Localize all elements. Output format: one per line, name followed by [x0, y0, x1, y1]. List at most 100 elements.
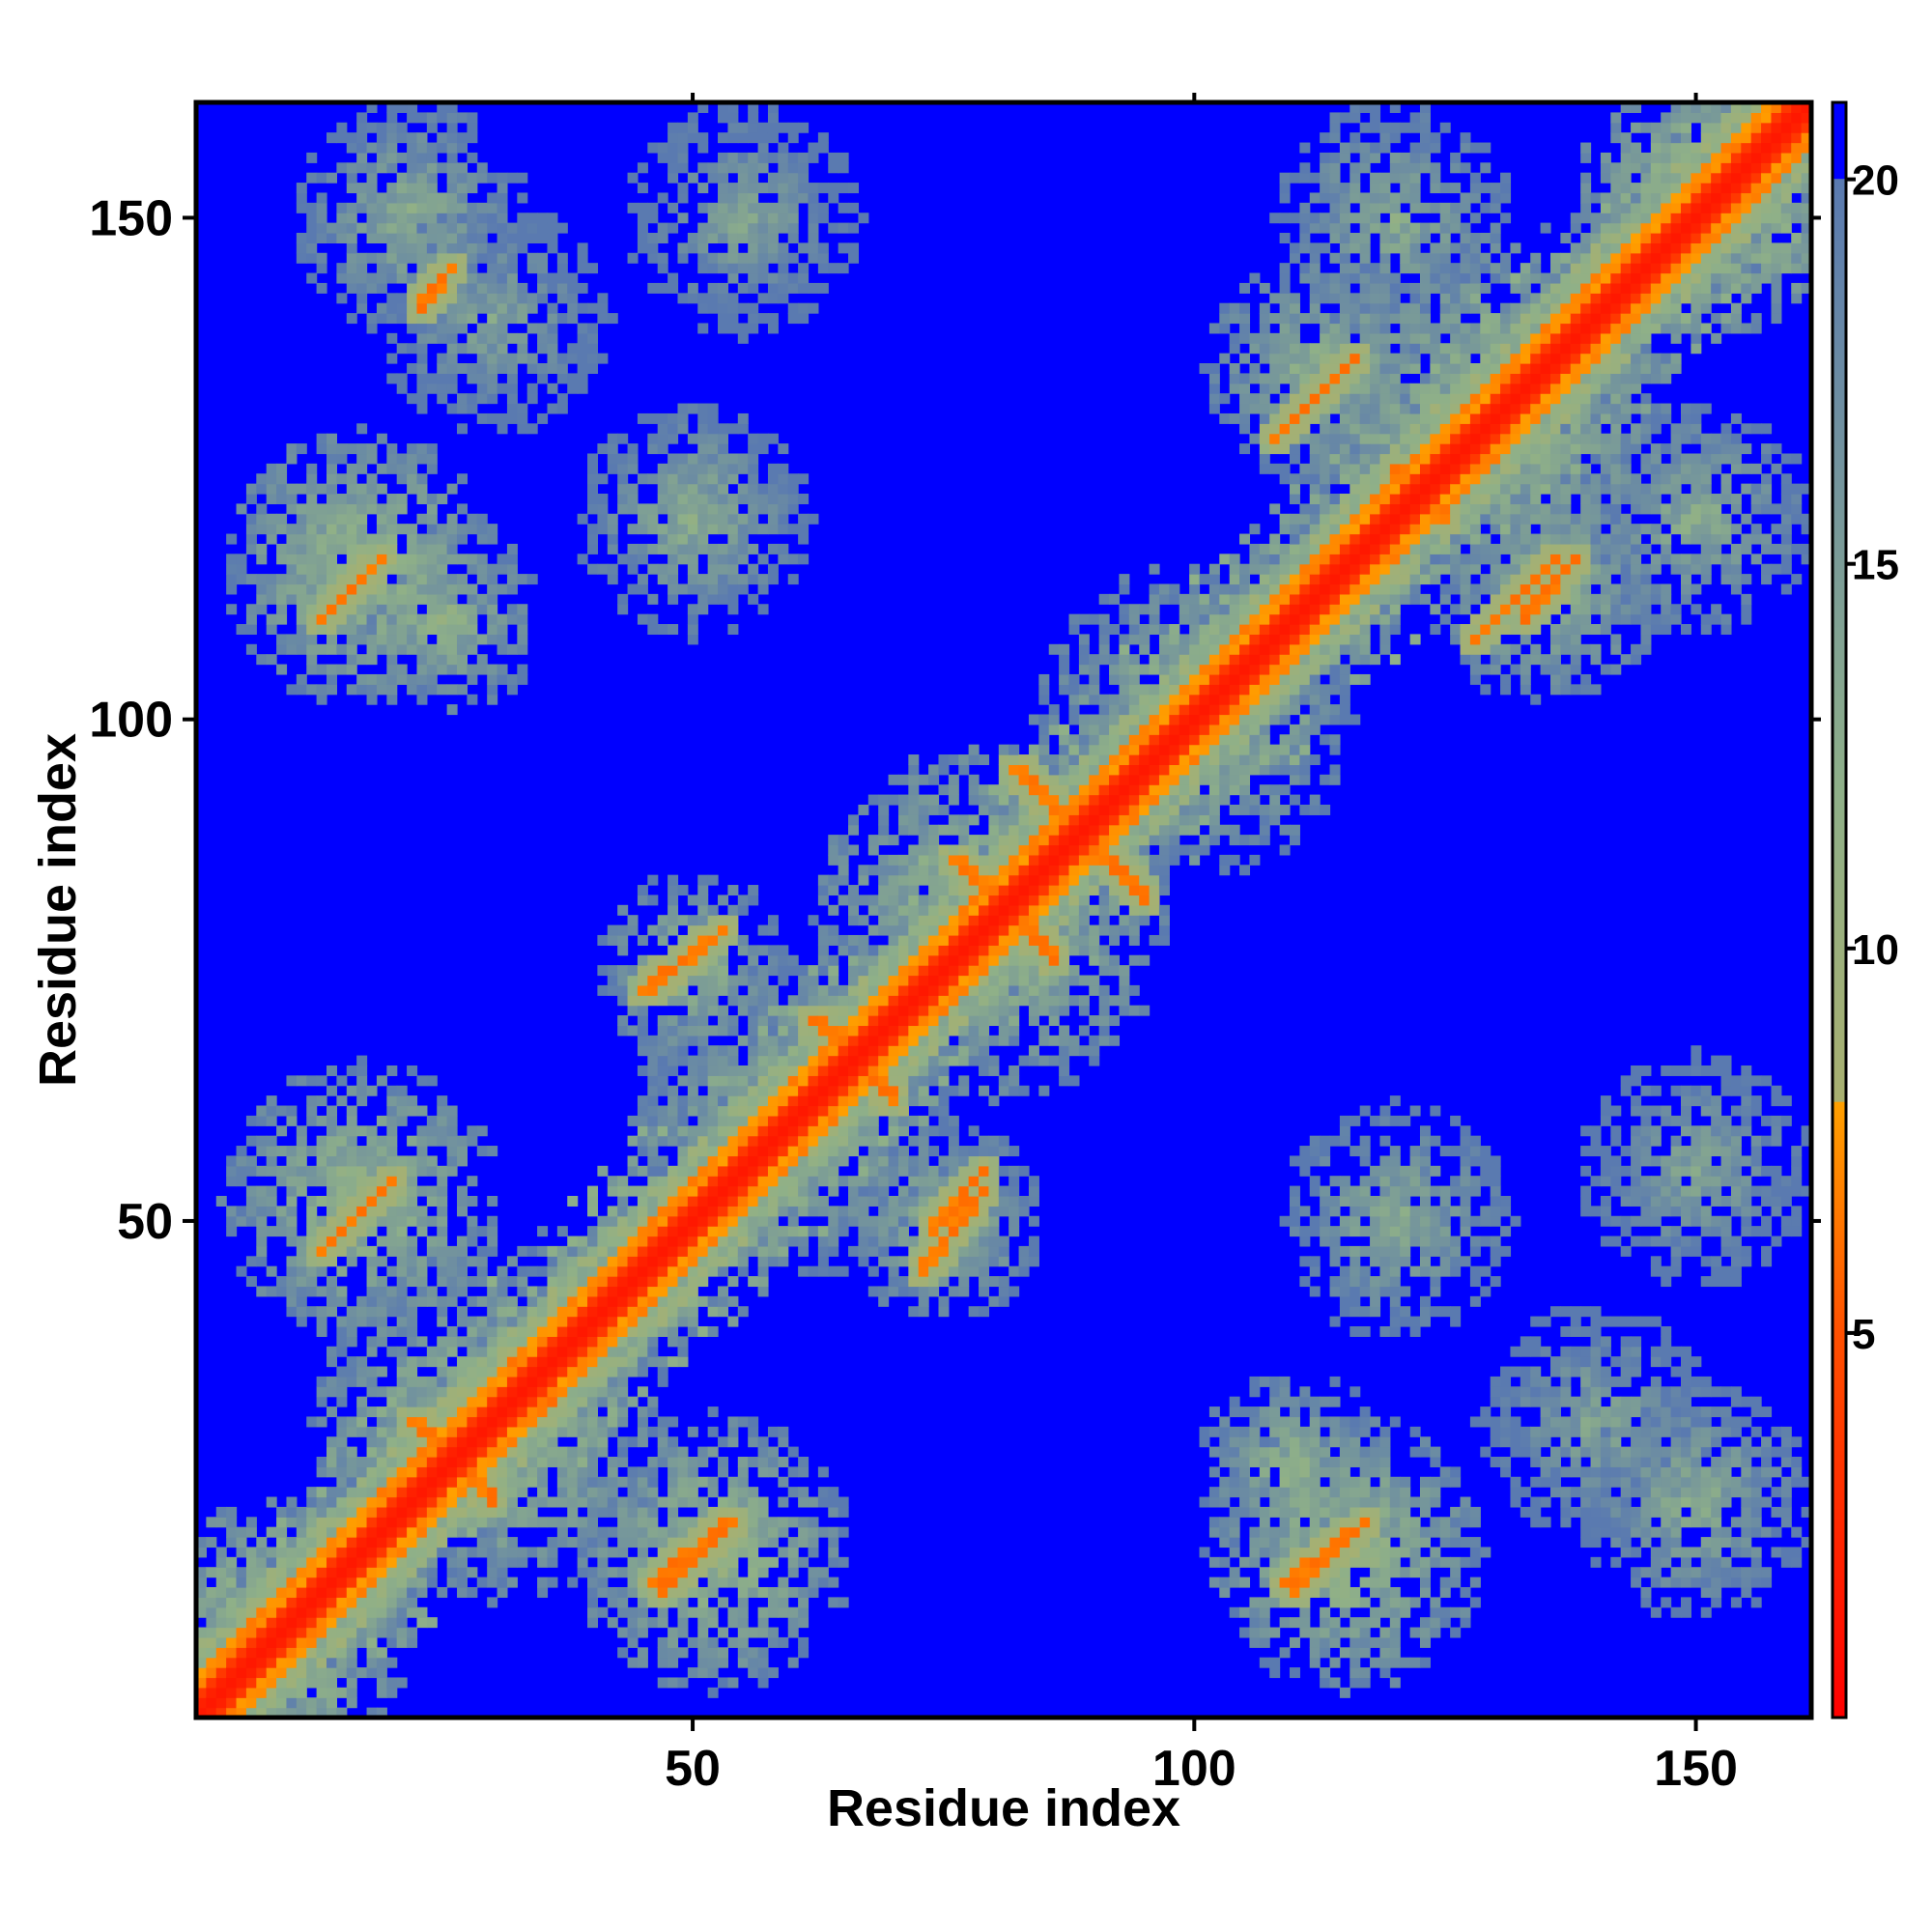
heatmap-cell [998, 1295, 1009, 1307]
heatmap-cell [416, 1336, 428, 1348]
heatmap-cell [316, 1506, 327, 1518]
heatmap-cell [567, 282, 579, 294]
heatmap-cell [607, 1617, 618, 1629]
heatmap-cell [767, 1606, 779, 1618]
heatmap-cell [948, 1055, 959, 1066]
heatmap-cell [376, 132, 387, 144]
heatmap-cell [587, 263, 599, 274]
heatmap-cell [748, 263, 759, 274]
heatmap-cell [627, 1526, 639, 1538]
heatmap-cell [727, 1567, 739, 1578]
heatmap-cell [888, 1035, 899, 1046]
heatmap-cell [497, 1487, 508, 1498]
heatmap-cell [828, 965, 839, 977]
heatmap-cell [778, 954, 789, 966]
heatmap-cell [757, 1537, 769, 1548]
heatmap-cell [356, 142, 368, 154]
heatmap-cell [707, 412, 719, 424]
heatmap-cell [627, 975, 639, 986]
heatmap-cell [798, 1176, 810, 1187]
heatmap-cell [817, 1496, 829, 1508]
heatmap-cell [407, 1426, 418, 1437]
heatmap-cell [276, 473, 288, 485]
heatmap-cell [245, 494, 257, 505]
heatmap-cell [808, 1065, 819, 1076]
heatmap-cell [356, 463, 368, 474]
heatmap-cell [748, 503, 759, 515]
heatmap-cell [998, 1286, 1009, 1297]
heatmap-cell [748, 995, 759, 1007]
heatmap-cell [236, 1155, 247, 1167]
heatmap-cell [537, 1265, 549, 1277]
heatmap-cell [778, 1015, 789, 1027]
heatmap-cell [346, 1206, 357, 1217]
heatmap-cell [487, 524, 498, 535]
heatmap-cell [366, 443, 378, 455]
heatmap-cell [787, 1085, 799, 1096]
heatmap-cell [808, 202, 819, 213]
heatmap-cell [407, 162, 418, 174]
heatmap-cell [476, 654, 488, 666]
heatmap-cell [407, 102, 418, 113]
heatmap-cell [647, 593, 659, 605]
heatmap-cell [757, 1627, 769, 1638]
heatmap-cell [457, 1426, 468, 1437]
heatmap-cell [446, 142, 458, 154]
heatmap-cell [737, 1256, 749, 1267]
heatmap-cell [808, 1586, 819, 1598]
heatmap-cell [256, 503, 268, 515]
heatmap-cell [627, 443, 639, 455]
heatmap-cell [968, 844, 980, 856]
heatmap-cell [376, 1577, 387, 1588]
heatmap-cell [446, 373, 458, 384]
heatmap-cell [897, 1075, 909, 1087]
heatmap-cell [407, 593, 418, 605]
heatmap-cell [787, 233, 799, 243]
heatmap-cell [306, 1165, 318, 1177]
heatmap-cell [356, 1567, 368, 1578]
heatmap-cell [457, 172, 468, 184]
heatmap-cell [215, 1657, 227, 1668]
heatmap-cell [506, 583, 518, 595]
heatmap-cell [356, 1496, 368, 1508]
heatmap-cell [386, 1617, 398, 1629]
heatmap-cell [426, 1256, 438, 1267]
heatmap-cell [697, 1256, 709, 1267]
heatmap-cell [687, 513, 698, 525]
heatmap-cell [467, 634, 478, 645]
heatmap-cell [366, 102, 378, 113]
heatmap-cell [677, 1356, 689, 1368]
heatmap-cell [617, 1476, 629, 1488]
heatmap-cell [908, 1095, 920, 1107]
heatmap-cell [215, 1586, 227, 1598]
heatmap-cell [908, 865, 920, 876]
heatmap-cell [346, 222, 357, 234]
heatmap-cell [426, 1496, 438, 1508]
heatmap-cell [497, 233, 508, 243]
heatmap-cell [446, 102, 458, 113]
heatmap-cell [577, 1286, 588, 1297]
heatmap-cell [327, 1537, 337, 1548]
heatmap-cell [226, 1206, 238, 1217]
heatmap-cell [727, 624, 739, 636]
heatmap-cell [687, 1276, 698, 1288]
heatmap-cell [537, 1556, 549, 1568]
heatmap-cell [336, 1265, 348, 1277]
heatmap-cell [396, 1195, 408, 1207]
heatmap-cell [668, 162, 679, 174]
heatmap-cell [366, 1386, 378, 1398]
heatmap-cell [437, 393, 448, 405]
heatmap-cell [276, 1206, 288, 1217]
heatmap-cell [476, 162, 488, 174]
heatmap-cell [657, 1376, 668, 1387]
heatmap-cell [567, 1356, 579, 1368]
heatmap-cell [587, 1426, 599, 1437]
heatmap-cell [677, 1456, 689, 1467]
heatmap-cell [848, 844, 860, 856]
heatmap-cell [748, 543, 759, 554]
heatmap-cell [306, 272, 318, 284]
heatmap-cell [718, 1466, 729, 1478]
heatmap-cell [597, 293, 609, 304]
heatmap-cell [327, 1065, 337, 1076]
heatmap-cell [577, 1256, 588, 1267]
